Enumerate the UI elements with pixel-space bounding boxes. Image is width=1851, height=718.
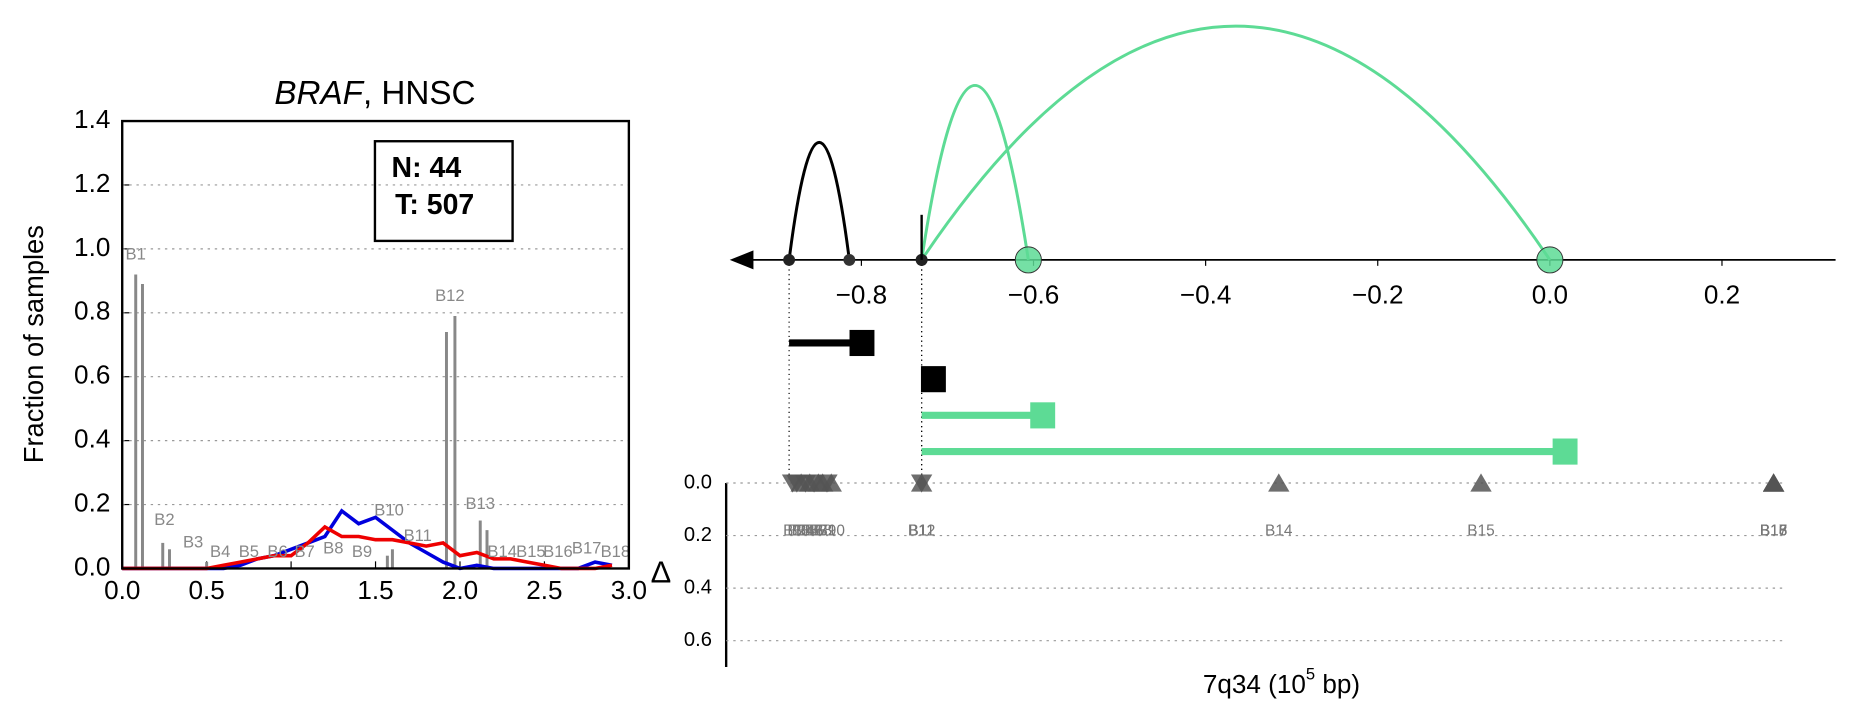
x-label-text: 7q34 (10 (1203, 669, 1306, 699)
marker-label: B11 (908, 523, 934, 540)
peak-label: B10 (374, 500, 404, 519)
y-tick-label: 0.4 (74, 424, 110, 454)
y-axis-label: Fraction of samples (18, 225, 49, 463)
marker-label: B18 (1760, 523, 1787, 540)
x-tick-label: 0.5 (189, 575, 225, 605)
segment-end (1552, 438, 1578, 465)
peak-label: B15 (516, 542, 546, 561)
title-rest: , HNSC (363, 75, 476, 112)
y-tick-label: 0.6 (684, 629, 712, 651)
x-label-text: bp) (1315, 669, 1360, 699)
x-tick-label: 0.2 (1704, 280, 1740, 310)
x-tick-label: 2.0 (442, 575, 478, 605)
annotation: T: 507 (395, 189, 474, 221)
marker-label: B10 (818, 523, 845, 540)
peak-label: B18 (601, 542, 631, 561)
arc (920, 24, 1552, 261)
plot-frame (121, 119, 631, 570)
y-tick-label: 1.0 (74, 232, 110, 262)
x-tick-label: −0.8 (836, 280, 888, 310)
peak-label: B14 (487, 542, 517, 561)
y-tick-label: 0.8 (74, 296, 110, 326)
x-tick-label: −0.4 (1180, 280, 1232, 310)
marker (1762, 473, 1785, 492)
y-tick-label: 0.4 (684, 576, 712, 598)
y-tick-label: 0.2 (74, 487, 110, 517)
peak-label: B16 (543, 542, 573, 561)
peak-label: B17 (572, 539, 602, 558)
marker-label: B7 (809, 523, 828, 540)
marker-label: B4 (796, 523, 815, 540)
segment-end (920, 366, 946, 393)
x-tick-label: 1.0 (273, 575, 309, 605)
marker-label: B9 (818, 523, 837, 540)
marker-label: B14 (1265, 523, 1293, 540)
arc (920, 84, 1030, 261)
y-axis-label: Δ (651, 555, 672, 590)
x-axis-label: 7q34 (105 bp) (1203, 665, 1360, 699)
y-tick-label: 0.6 (74, 360, 110, 390)
y-tick-label: 0.0 (684, 471, 712, 493)
axis-arrow (729, 250, 754, 270)
peak-label: B5 (239, 542, 259, 561)
marker-label: B16 (1760, 523, 1787, 540)
title-gene: BRAF (274, 75, 364, 112)
peak-label: B12 (435, 286, 465, 305)
marker-label: B1 (783, 523, 802, 540)
arc-end (1014, 246, 1042, 274)
marker-label: B8 (813, 523, 832, 540)
marker-label: B17 (1760, 523, 1787, 540)
segment-end (849, 329, 875, 357)
x-tick-label: 0.0 (104, 575, 140, 605)
peak-label: B7 (294, 542, 314, 561)
marker-label: B3 (792, 523, 811, 540)
y-tick-label: 0.2 (684, 524, 712, 546)
marker-label: B5 (800, 523, 819, 540)
peak-label: B1 (126, 245, 146, 264)
marker (820, 473, 842, 492)
x-tick-label: 3.0 (611, 575, 647, 605)
x-tick-label: 0.0 (1532, 280, 1568, 310)
marker-label: B12 (908, 523, 935, 540)
marker (1470, 473, 1492, 492)
peak-label: B4 (210, 542, 230, 561)
marker-label: B15 (1467, 523, 1494, 540)
annotation: N: 44 (392, 152, 462, 184)
x-tick-label: 1.5 (357, 575, 393, 605)
peak-label: B3 (183, 532, 203, 551)
y-tick-label: 1.2 (74, 168, 110, 198)
annotation-box (373, 140, 514, 243)
peak-label: B2 (154, 510, 174, 529)
peak-label: B13 (465, 494, 495, 513)
marker (1268, 473, 1290, 492)
x-tick-label: −0.2 (1352, 280, 1404, 310)
x-tick-label: −0.6 (1008, 280, 1060, 310)
arc-start (783, 253, 796, 266)
arc (787, 141, 851, 261)
marker-label: B2 (787, 523, 806, 540)
peak-label: B6 (267, 542, 287, 561)
chart-title: BRAF, HNSC (274, 75, 475, 112)
x-tick-label: 2.5 (526, 575, 562, 605)
segment-end (1030, 402, 1056, 429)
x-label-exponent: 5 (1306, 665, 1315, 684)
y-tick-label: 0.0 (74, 551, 110, 581)
y-tick-label: 1.4 (74, 104, 110, 134)
marker-label: B13 (1760, 523, 1787, 540)
arc-end (1536, 246, 1564, 274)
marker (910, 473, 933, 492)
peak-label: B11 (404, 526, 432, 545)
marker-label: B6 (805, 523, 824, 540)
peak-label: B8 (323, 539, 343, 558)
peak-label: B9 (352, 542, 372, 561)
arc-end (843, 253, 856, 266)
